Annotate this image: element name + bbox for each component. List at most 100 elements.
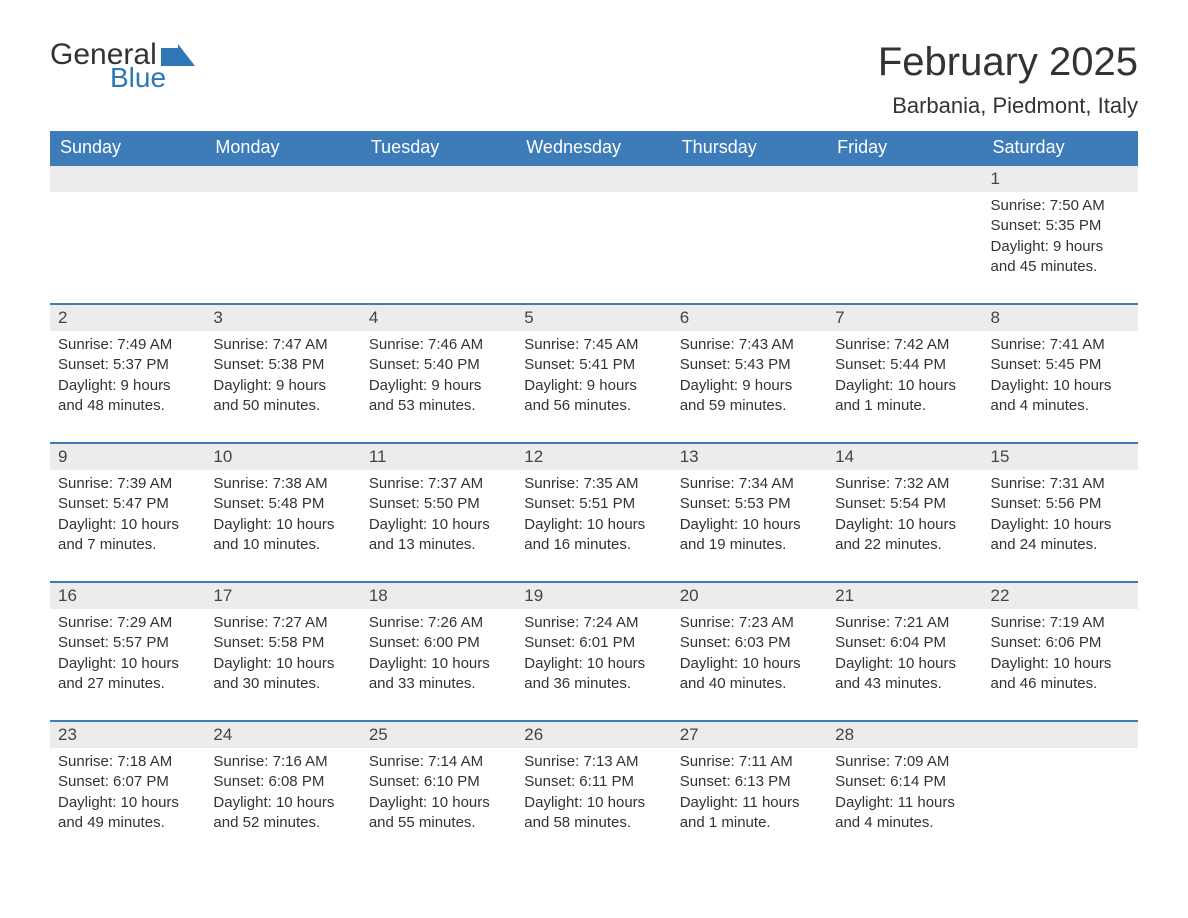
day-cell	[361, 164, 516, 303]
sunrise-text: Sunrise: 7:11 AM	[680, 752, 819, 772]
sunrise-text: Sunrise: 7:24 AM	[524, 613, 663, 633]
sunrise-text: Sunrise: 7:37 AM	[369, 474, 508, 494]
week-row: 1Sunrise: 7:50 AMSunset: 5:35 PMDaylight…	[50, 164, 1138, 303]
day-number-strip: 3	[205, 303, 360, 331]
sunset-text: Sunset: 5:47 PM	[58, 494, 197, 514]
day-body	[516, 192, 671, 222]
daylight-text: Daylight: 10 hours and 43 minutes.	[835, 654, 974, 695]
day-cell: 13Sunrise: 7:34 AMSunset: 5:53 PMDayligh…	[672, 442, 827, 581]
day-body: Sunrise: 7:49 AMSunset: 5:37 PMDaylight:…	[50, 331, 205, 442]
day-cell: 18Sunrise: 7:26 AMSunset: 6:00 PMDayligh…	[361, 581, 516, 720]
daylight-text: Daylight: 11 hours and 1 minute.	[680, 793, 819, 834]
day-number-strip: 24	[205, 720, 360, 748]
daylight-text: Daylight: 11 hours and 4 minutes.	[835, 793, 974, 834]
day-body	[983, 748, 1138, 778]
day-body	[205, 192, 360, 222]
sunset-text: Sunset: 6:14 PM	[835, 772, 974, 792]
day-number-strip: 9	[50, 442, 205, 470]
sunset-text: Sunset: 5:45 PM	[991, 355, 1130, 375]
day-cell: 26Sunrise: 7:13 AMSunset: 6:11 PMDayligh…	[516, 720, 671, 859]
sunrise-text: Sunrise: 7:32 AM	[835, 474, 974, 494]
daylight-text: Daylight: 10 hours and 1 minute.	[835, 376, 974, 417]
week-row: 16Sunrise: 7:29 AMSunset: 5:57 PMDayligh…	[50, 581, 1138, 720]
sunrise-text: Sunrise: 7:47 AM	[213, 335, 352, 355]
sunrise-text: Sunrise: 7:50 AM	[991, 196, 1130, 216]
sunset-text: Sunset: 5:50 PM	[369, 494, 508, 514]
sunset-text: Sunset: 5:44 PM	[835, 355, 974, 375]
daylight-text: Daylight: 9 hours and 53 minutes.	[369, 376, 508, 417]
daylight-text: Daylight: 9 hours and 50 minutes.	[213, 376, 352, 417]
day-cell: 25Sunrise: 7:14 AMSunset: 6:10 PMDayligh…	[361, 720, 516, 859]
sunset-text: Sunset: 5:51 PM	[524, 494, 663, 514]
daylight-text: Daylight: 10 hours and 19 minutes.	[680, 515, 819, 556]
weekday-header: Monday	[205, 131, 360, 164]
day-cell: 10Sunrise: 7:38 AMSunset: 5:48 PMDayligh…	[205, 442, 360, 581]
day-number-strip: 8	[983, 303, 1138, 331]
day-number-strip: 26	[516, 720, 671, 748]
day-body: Sunrise: 7:35 AMSunset: 5:51 PMDaylight:…	[516, 470, 671, 581]
sunrise-text: Sunrise: 7:26 AM	[369, 613, 508, 633]
daylight-text: Daylight: 9 hours and 45 minutes.	[991, 237, 1130, 278]
sunset-text: Sunset: 5:37 PM	[58, 355, 197, 375]
day-number-strip: 12	[516, 442, 671, 470]
day-number-strip: 18	[361, 581, 516, 609]
sunrise-text: Sunrise: 7:42 AM	[835, 335, 974, 355]
day-cell: 16Sunrise: 7:29 AMSunset: 5:57 PMDayligh…	[50, 581, 205, 720]
sunrise-text: Sunrise: 7:16 AM	[213, 752, 352, 772]
day-number-strip: 16	[50, 581, 205, 609]
sunset-text: Sunset: 6:06 PM	[991, 633, 1130, 653]
sunset-text: Sunset: 6:00 PM	[369, 633, 508, 653]
day-body: Sunrise: 7:23 AMSunset: 6:03 PMDaylight:…	[672, 609, 827, 720]
weekday-header-row: SundayMondayTuesdayWednesdayThursdayFrid…	[50, 131, 1138, 164]
day-cell: 15Sunrise: 7:31 AMSunset: 5:56 PMDayligh…	[983, 442, 1138, 581]
day-body: Sunrise: 7:13 AMSunset: 6:11 PMDaylight:…	[516, 748, 671, 859]
day-cell: 17Sunrise: 7:27 AMSunset: 5:58 PMDayligh…	[205, 581, 360, 720]
day-number-strip: 6	[672, 303, 827, 331]
day-number-strip: 14	[827, 442, 982, 470]
day-cell: 9Sunrise: 7:39 AMSunset: 5:47 PMDaylight…	[50, 442, 205, 581]
sunset-text: Sunset: 5:35 PM	[991, 216, 1130, 236]
day-body: Sunrise: 7:50 AMSunset: 5:35 PMDaylight:…	[983, 192, 1138, 303]
daylight-text: Daylight: 10 hours and 13 minutes.	[369, 515, 508, 556]
day-body: Sunrise: 7:31 AMSunset: 5:56 PMDaylight:…	[983, 470, 1138, 581]
day-cell: 12Sunrise: 7:35 AMSunset: 5:51 PMDayligh…	[516, 442, 671, 581]
day-number-strip: 5	[516, 303, 671, 331]
day-cell: 23Sunrise: 7:18 AMSunset: 6:07 PMDayligh…	[50, 720, 205, 859]
day-body: Sunrise: 7:11 AMSunset: 6:13 PMDaylight:…	[672, 748, 827, 859]
daylight-text: Daylight: 10 hours and 10 minutes.	[213, 515, 352, 556]
daylight-text: Daylight: 9 hours and 59 minutes.	[680, 376, 819, 417]
day-number-strip: 25	[361, 720, 516, 748]
calendar-table: SundayMondayTuesdayWednesdayThursdayFrid…	[50, 131, 1138, 859]
sunset-text: Sunset: 6:13 PM	[680, 772, 819, 792]
day-body: Sunrise: 7:16 AMSunset: 6:08 PMDaylight:…	[205, 748, 360, 859]
day-body: Sunrise: 7:27 AMSunset: 5:58 PMDaylight:…	[205, 609, 360, 720]
day-number-strip: 19	[516, 581, 671, 609]
day-cell: 19Sunrise: 7:24 AMSunset: 6:01 PMDayligh…	[516, 581, 671, 720]
day-body: Sunrise: 7:18 AMSunset: 6:07 PMDaylight:…	[50, 748, 205, 859]
header: General Blue February 2025 Barbania, Pie…	[50, 40, 1138, 119]
weekday-header: Friday	[827, 131, 982, 164]
day-cell: 3 Sunrise: 7:47 AMSunset: 5:38 PMDaylight…	[205, 303, 360, 442]
day-cell: 11Sunrise: 7:37 AMSunset: 5:50 PMDayligh…	[361, 442, 516, 581]
day-body: Sunrise: 7:42 AMSunset: 5:44 PMDaylight:…	[827, 331, 982, 442]
sunrise-text: Sunrise: 7:18 AM	[58, 752, 197, 772]
day-cell: 20Sunrise: 7:23 AMSunset: 6:03 PMDayligh…	[672, 581, 827, 720]
sunset-text: Sunset: 5:57 PM	[58, 633, 197, 653]
daylight-text: Daylight: 10 hours and 30 minutes.	[213, 654, 352, 695]
sunset-text: Sunset: 5:58 PM	[213, 633, 352, 653]
day-number-strip: 4	[361, 303, 516, 331]
day-body: Sunrise: 7:21 AMSunset: 6:04 PMDaylight:…	[827, 609, 982, 720]
sunset-text: Sunset: 5:43 PM	[680, 355, 819, 375]
weekday-header: Thursday	[672, 131, 827, 164]
day-body: Sunrise: 7:45 AMSunset: 5:41 PMDaylight:…	[516, 331, 671, 442]
sunrise-text: Sunrise: 7:31 AM	[991, 474, 1130, 494]
sunset-text: Sunset: 6:01 PM	[524, 633, 663, 653]
day-number-strip	[50, 164, 205, 192]
day-number-strip	[205, 164, 360, 192]
sunrise-text: Sunrise: 7:39 AM	[58, 474, 197, 494]
day-cell: 6Sunrise: 7:43 AMSunset: 5:43 PMDaylight…	[672, 303, 827, 442]
sunset-text: Sunset: 5:41 PM	[524, 355, 663, 375]
sunset-text: Sunset: 5:38 PM	[213, 355, 352, 375]
day-number-strip: 22	[983, 581, 1138, 609]
sunset-text: Sunset: 5:53 PM	[680, 494, 819, 514]
